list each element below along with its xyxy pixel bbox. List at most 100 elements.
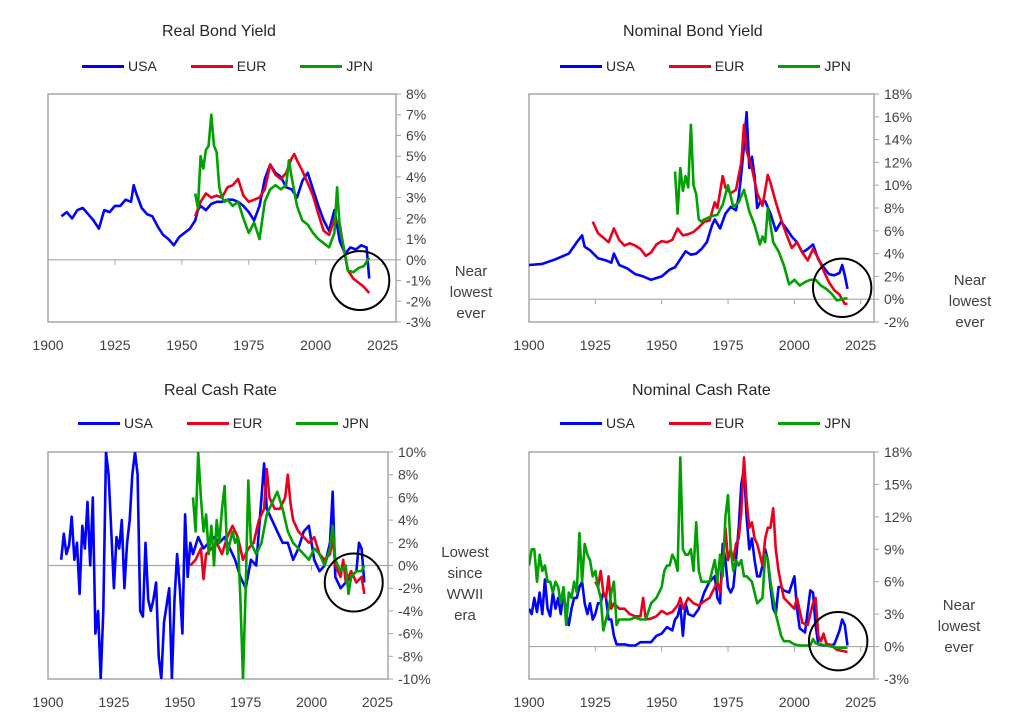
legend-label-jpn: JPN: [346, 58, 373, 74]
highlight-circle: [811, 257, 873, 318]
y-tick-label: 2%: [398, 535, 418, 551]
legend-swatch-jpn: [778, 421, 821, 425]
highlight-circle: [323, 552, 384, 613]
y-tick-label: 0%: [884, 291, 904, 307]
y-tick-label: -4%: [398, 603, 423, 619]
x-tick-label: 1925: [99, 337, 130, 353]
y-tick-label: -10%: [398, 671, 431, 687]
series-line-jpn: [529, 456, 848, 650]
x-tick-label: 2000: [779, 337, 810, 353]
x-tick-label: 2000: [296, 694, 327, 710]
series-line-jpn: [673, 123, 848, 302]
legend-swatch-usa: [82, 64, 124, 68]
chart-legend: USA EUR JPN: [78, 415, 403, 431]
y-tick-label: 4%: [884, 246, 904, 262]
y-tick-label: -2%: [406, 293, 431, 309]
legend-label-eur: EUR: [714, 58, 745, 74]
y-tick-label: 2%: [406, 210, 426, 226]
legend-swatch-jpn: [296, 421, 339, 425]
y-tick-label: 8%: [406, 86, 426, 102]
legend-swatch-usa: [560, 64, 602, 68]
legend-swatch-eur: [668, 421, 711, 425]
x-tick-label: 2025: [845, 337, 876, 353]
legend-label-jpn: JPN: [824, 415, 851, 431]
chart-title: Real Bond Yield: [162, 23, 276, 40]
y-tick-label: 9%: [884, 541, 904, 557]
x-tick-label: 1950: [166, 337, 197, 353]
chart-legend: USA EUR JPN: [560, 415, 885, 431]
x-tick-label: 1900: [32, 337, 63, 353]
series-line-eur: [591, 123, 848, 306]
y-tick-label: 18%: [884, 444, 912, 460]
y-tick-label: 5%: [406, 148, 426, 164]
annotation-line: Near: [454, 263, 488, 280]
chart-annotation: Near lowest ever: [928, 595, 990, 658]
legend-item-usa: USA: [560, 58, 635, 74]
legend-item-eur: EUR: [190, 58, 267, 74]
legend-swatch-usa: [78, 421, 120, 425]
chart-title: Nominal Bond Yield: [623, 23, 763, 40]
y-tick-label: -1%: [406, 273, 431, 289]
legend-label-usa: USA: [606, 415, 635, 431]
x-tick-label: 1975: [712, 337, 743, 353]
legend-swatch-eur: [668, 64, 711, 68]
y-tick-label: -3%: [884, 671, 909, 687]
y-tick-label: 4%: [406, 169, 426, 185]
legend-label-jpn: JPN: [824, 58, 851, 74]
x-tick-label: 1975: [230, 694, 261, 710]
chart-annotation: Lowest since WWII era: [432, 542, 498, 626]
legend-swatch-eur: [190, 64, 233, 68]
series-line-jpn: [191, 452, 366, 679]
annotation-line: Near: [942, 597, 976, 614]
legend-swatch-jpn: [300, 64, 343, 68]
annotation-line: Near: [953, 272, 987, 289]
series-line-eur: [193, 152, 371, 294]
legend-item-jpn: JPN: [300, 58, 373, 74]
x-tick-label: 2000: [779, 694, 810, 710]
legend-label-jpn: JPN: [342, 415, 369, 431]
chart-annotation: Near lowest ever: [440, 261, 502, 324]
y-tick-label: 6%: [884, 223, 904, 239]
x-tick-label: 1900: [513, 694, 544, 710]
legend-item-jpn: JPN: [778, 58, 851, 74]
legend-label-usa: USA: [128, 58, 157, 74]
series-line-usa: [529, 110, 849, 290]
legend-item-usa: USA: [78, 415, 153, 431]
x-tick-label: 1925: [98, 694, 129, 710]
plot-frame: [47, 93, 397, 323]
y-tick-label: 10%: [884, 177, 912, 193]
legend-label-eur: EUR: [236, 58, 267, 74]
y-tick-label: -8%: [398, 648, 423, 664]
annotation-line: lowest: [948, 293, 992, 310]
x-tick-label: 1950: [646, 694, 677, 710]
y-tick-label: 8%: [398, 467, 418, 483]
y-tick-label: 2%: [884, 268, 904, 284]
y-tick-label: 18%: [884, 86, 912, 102]
y-tick-label: 0%: [884, 639, 904, 655]
y-tick-label: 1%: [406, 231, 426, 247]
legend-label-usa: USA: [606, 58, 635, 74]
y-tick-label: -6%: [398, 626, 423, 642]
x-tick-label: 1975: [712, 694, 743, 710]
series-line-usa: [60, 163, 371, 279]
legend-swatch-jpn: [778, 64, 821, 68]
annotation-line: ever: [944, 639, 974, 656]
y-tick-label: -2%: [884, 314, 909, 330]
y-tick-label: 15%: [884, 476, 912, 492]
annotation-line: ever: [456, 305, 486, 322]
legend-item-jpn: JPN: [778, 415, 851, 431]
x-tick-label: 1950: [646, 337, 677, 353]
annotation-line: era: [454, 607, 476, 624]
series-line-jpn: [193, 113, 371, 274]
x-tick-label: 1900: [32, 694, 63, 710]
chart-legend: USA EUR JPN: [82, 58, 407, 74]
legend-item-eur: EUR: [668, 415, 744, 431]
legend-item-eur: EUR: [186, 415, 262, 431]
y-tick-label: 12%: [884, 509, 912, 525]
legend-label-usa: USA: [124, 415, 153, 431]
x-tick-label: 1975: [233, 337, 264, 353]
y-tick-label: 14%: [884, 132, 912, 148]
x-tick-label: 1900: [513, 337, 544, 353]
annotation-line: lowest: [937, 618, 981, 635]
